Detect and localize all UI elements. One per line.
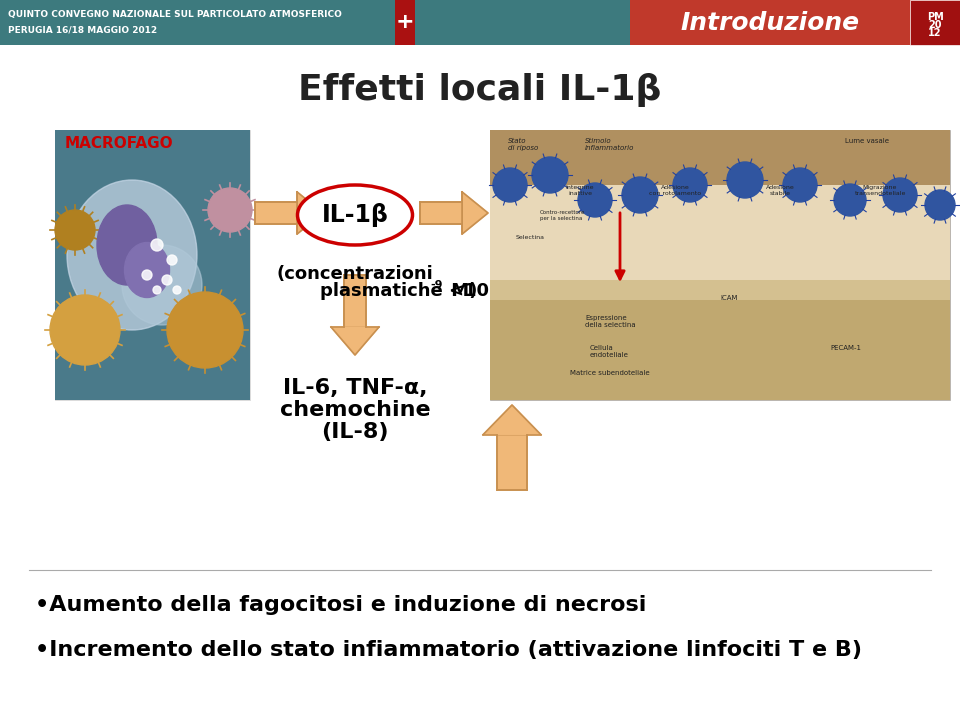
Bar (490, 130, 950, 400)
Polygon shape (462, 192, 488, 234)
Ellipse shape (97, 205, 157, 285)
Text: M): M) (445, 282, 477, 300)
Bar (255, 202, 298, 224)
Circle shape (55, 210, 95, 250)
Bar (490, 185, 950, 280)
Text: IL-1β: IL-1β (322, 203, 389, 227)
Bar (630, 0, 960, 45)
Circle shape (50, 295, 120, 365)
Bar (490, 130, 950, 185)
Text: Introduzione: Introduzione (681, 11, 859, 34)
Circle shape (578, 183, 612, 217)
Text: Selectina: Selectina (516, 235, 544, 240)
Text: ICAM: ICAM (720, 295, 737, 301)
Ellipse shape (298, 185, 413, 245)
Text: Effetti locali IL-1β: Effetti locali IL-1β (299, 73, 661, 107)
Bar (55, 130, 250, 400)
Text: -9: -9 (430, 280, 443, 290)
Text: •Aumento della fagocitosi e induzione di necrosi: •Aumento della fagocitosi e induzione di… (35, 595, 646, 615)
Polygon shape (483, 405, 541, 435)
Circle shape (925, 190, 955, 220)
Text: plasmatiche <10: plasmatiche <10 (320, 282, 489, 300)
Text: Stato
di riposo: Stato di riposo (508, 138, 539, 151)
Text: MACROFAGO: MACROFAGO (65, 136, 174, 151)
Bar (497, 435, 527, 490)
Bar (395, 0, 415, 45)
Text: PECAM-1: PECAM-1 (830, 345, 861, 351)
Bar (420, 202, 462, 224)
Text: Contro-recettore
per la selectina: Contro-recettore per la selectina (540, 210, 586, 221)
Text: (IL-8): (IL-8) (322, 422, 389, 442)
Circle shape (783, 168, 817, 202)
Text: PM: PM (926, 11, 944, 22)
Text: Cellula
endoteliale: Cellula endoteliale (590, 345, 629, 358)
Text: Adesione
stabile: Adesione stabile (766, 185, 794, 196)
Bar (910, 0, 960, 45)
Circle shape (834, 184, 866, 216)
Text: •Incremento dello stato infiammatorio (attivazione linfociti T e B): •Incremento dello stato infiammatorio (a… (35, 640, 862, 660)
Polygon shape (331, 327, 379, 355)
Circle shape (493, 168, 527, 202)
Circle shape (883, 178, 917, 212)
Bar (55, 130, 250, 400)
Circle shape (142, 270, 152, 280)
Circle shape (167, 255, 177, 265)
Circle shape (727, 162, 763, 198)
Bar (344, 275, 366, 327)
Circle shape (162, 275, 172, 285)
Ellipse shape (125, 243, 170, 297)
Text: IL-6, TNF-α,: IL-6, TNF-α, (283, 378, 427, 398)
Ellipse shape (122, 245, 202, 325)
Text: +: + (396, 12, 415, 32)
Circle shape (167, 292, 243, 368)
Text: Stimolo
infiammatorio: Stimolo infiammatorio (585, 138, 635, 151)
Circle shape (622, 177, 658, 213)
Text: Matrice subendoteliale: Matrice subendoteliale (570, 370, 650, 376)
Text: QUINTO CONVEGNO NAZIONALE SUL PARTICOLATO ATMOSFERICO: QUINTO CONVEGNO NAZIONALE SUL PARTICOLAT… (8, 9, 342, 19)
Text: (concentrazioni: (concentrazioni (276, 265, 433, 283)
Text: PERUGIA 16/18 MAGGIO 2012: PERUGIA 16/18 MAGGIO 2012 (8, 26, 157, 34)
Text: Lume vasale: Lume vasale (845, 138, 889, 144)
Text: 12: 12 (928, 27, 942, 37)
Bar (490, 280, 950, 300)
Circle shape (208, 188, 252, 232)
Circle shape (673, 168, 707, 202)
Circle shape (532, 157, 568, 193)
Circle shape (151, 239, 163, 251)
Bar (490, 300, 950, 400)
Text: Integrine
inattive: Integrine inattive (565, 185, 594, 196)
Ellipse shape (67, 180, 197, 330)
Circle shape (173, 286, 181, 294)
Bar (0, 0, 630, 45)
Text: chemochine: chemochine (279, 400, 430, 420)
Polygon shape (298, 192, 323, 234)
Text: Migrazione
transendoteliale: Migrazione transendoteliale (854, 185, 905, 196)
Circle shape (153, 286, 161, 294)
Text: Espressione
della selectina: Espressione della selectina (585, 315, 636, 328)
Text: 20: 20 (928, 19, 942, 29)
Text: Adesione
con rotolamento: Adesione con rotolamento (649, 185, 701, 196)
